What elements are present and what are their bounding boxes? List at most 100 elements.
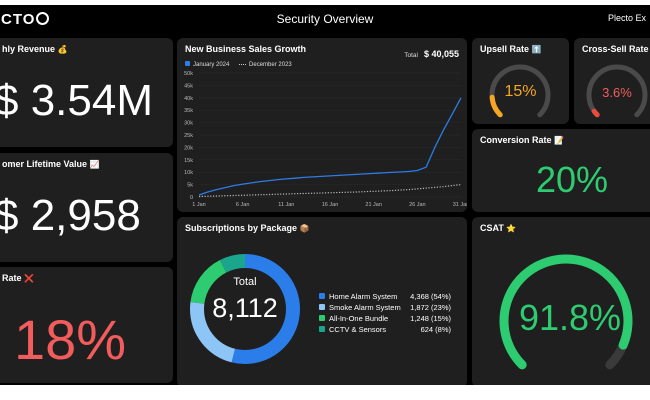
legend-name: All-In-One Bundle xyxy=(329,314,389,323)
monthly-revenue-title: hly Revenue 💰 xyxy=(2,44,68,54)
crosssell-card[interactable]: Cross-Sell Rate ➡️ 3.6% xyxy=(574,38,650,124)
conversion-card[interactable]: Conversion Rate 📝 20% xyxy=(472,129,650,212)
legend-swatch-cctv xyxy=(319,326,325,332)
gauge-fill xyxy=(499,254,633,370)
account-name[interactable]: Plecto Ex xyxy=(607,13,646,23)
x-tick-label: 26 Jan xyxy=(409,202,426,208)
gauge-fill xyxy=(489,94,503,118)
csat-card[interactable]: CSAT ⭐ 91.8% xyxy=(472,217,650,385)
cross-mark-icon: ❌ xyxy=(24,274,34,283)
y-tick-label: 20k xyxy=(184,145,193,151)
legend-current-label: January 2024 xyxy=(193,62,230,68)
chart-legend: January 2024 December 2023 xyxy=(185,61,292,68)
y-tick-label: 30k xyxy=(184,121,193,127)
subscriptions-title: Subscriptions by Package 📦 xyxy=(185,223,310,233)
series-line-january-2024 xyxy=(198,97,462,196)
monthly-revenue-card[interactable]: hly Revenue 💰 $ 3.54M xyxy=(0,38,173,147)
legend-value: 1,248 (15%) xyxy=(410,314,451,323)
total-value: $ 40,055 xyxy=(423,49,459,59)
y-tick-label: 25k xyxy=(184,133,193,139)
legend-current-swatch xyxy=(185,61,190,66)
csat-title: CSAT ⭐ xyxy=(480,223,516,233)
upsell-card[interactable]: Upsell Rate ⬆️ 15% xyxy=(472,38,569,124)
upsell-gauge xyxy=(489,64,551,118)
upsell-title-text: Upsell Rate xyxy=(480,44,530,54)
x-tick-label: 6 Jan xyxy=(236,202,249,208)
conversion-title: Conversion Rate 📝 xyxy=(480,135,564,145)
sales-growth-chart[interactable]: 0 5k 10k 15k 20k 25k 30k 35k 40k 45k 50k 1 Jan 6 Jan… xyxy=(177,38,467,212)
gauge-fill xyxy=(591,108,600,118)
subscriptions-card[interactable]: Subscriptions by Package 📦 Total 8,112 H… xyxy=(177,217,467,385)
y-tick-label: 0 xyxy=(190,195,193,201)
y-tick-label: 10k xyxy=(184,170,193,176)
series-line-december-2023 xyxy=(198,184,462,198)
legend-previous-label: December 2023 xyxy=(249,62,292,68)
donut-slice xyxy=(190,254,300,364)
monthly-revenue-value: $ 3.54M xyxy=(0,76,153,125)
package-icon: 📦 xyxy=(299,224,310,233)
legend-swatch-smoke-alarm xyxy=(319,304,325,310)
csat-value: 91.8% xyxy=(518,297,622,338)
lifetime-value-card[interactable]: omer Lifetime Value 📈 $ 2,958 xyxy=(0,153,173,262)
subscriptions-title-text: Subscriptions by Package xyxy=(185,223,298,233)
logo-ring-icon xyxy=(36,12,50,25)
x-tick-label: 21 Jan xyxy=(365,202,382,208)
churn-rate-title-text: Rate xyxy=(2,273,22,283)
monthly-revenue-title-text: hly Revenue xyxy=(2,44,56,54)
y-tick-label: 45k xyxy=(184,83,193,89)
csat-gauge xyxy=(499,254,633,370)
memo-icon: 📝 xyxy=(554,136,565,145)
x-tick-label: 11 Jan xyxy=(278,202,294,208)
legend-value: 624 (8%) xyxy=(420,325,451,334)
legend-name: Home Alarm System xyxy=(329,292,398,301)
conversion-value: 20% xyxy=(535,159,609,200)
top-bar: ECTO Security Overview Plecto Ex xyxy=(0,5,650,33)
chart-up-icon: 📈 xyxy=(89,160,100,169)
page-title: Security Overview xyxy=(276,12,374,26)
upsell-title: Upsell Rate ⬆️ xyxy=(480,44,542,54)
donut-center-label: Total xyxy=(233,276,257,288)
money-bag-icon: 💰 xyxy=(57,45,68,54)
churn-rate-title: Rate ❌ xyxy=(2,273,34,283)
y-tick-label: 50k xyxy=(184,71,193,77)
logo-text: ECTO xyxy=(0,11,36,28)
x-tick-label: 1 Jan xyxy=(192,202,205,208)
churn-rate-card[interactable]: Rate ❌ 18% xyxy=(0,267,173,383)
y-tick-label: 35k xyxy=(184,108,193,114)
legend-swatch-bundle xyxy=(319,315,325,321)
x-tick-label: 31 Jan xyxy=(453,202,467,208)
lifetime-value-title: omer Lifetime Value 📈 xyxy=(2,159,100,169)
crosssell-title-text: Cross-Sell Rate xyxy=(582,44,649,54)
donut-slice xyxy=(190,254,300,364)
x-tick-label: 16 Jan xyxy=(322,202,339,208)
dashboard-frame: ECTO Security Overview Plecto Ex hly Rev… xyxy=(0,5,650,385)
csat-title-text: CSAT xyxy=(480,223,504,233)
y-tick-label: 5k xyxy=(187,183,193,189)
legend-name: Smoke Alarm System xyxy=(329,303,401,312)
subscriptions-donut[interactable] xyxy=(185,249,305,369)
y-tick-label: 40k xyxy=(184,96,193,102)
y-tick-label: 15k xyxy=(184,158,193,164)
crosssell-gauge xyxy=(586,64,648,118)
sales-growth-total: Total $ 40,055 xyxy=(404,44,459,62)
legend-swatch-home-alarm xyxy=(319,293,325,299)
sales-growth-card[interactable]: New Business Sales Growth Total $ 40,055 … xyxy=(177,38,467,212)
sales-growth-title: New Business Sales Growth xyxy=(185,44,307,54)
up-arrow-icon: ⬆️ xyxy=(531,45,542,54)
lifetime-value-title-text: omer Lifetime Value xyxy=(2,159,88,169)
crosssell-value: 3.6% xyxy=(602,85,632,100)
star-icon: ⭐ xyxy=(506,224,517,233)
churn-rate-value: 18% xyxy=(14,308,127,371)
donut-center-value: 8,112 xyxy=(212,293,278,323)
lifetime-value-value: $ 2,958 xyxy=(0,191,141,240)
legend-value: 1,872 (23%) xyxy=(410,303,451,312)
upsell-value: 15% xyxy=(504,83,537,100)
legend-value: 4,368 (54%) xyxy=(410,292,451,301)
crosssell-title: Cross-Sell Rate ➡️ xyxy=(582,44,650,54)
plecto-logo[interactable]: ECTO xyxy=(0,11,50,28)
gauge-track xyxy=(586,64,648,118)
total-label: Total xyxy=(404,52,418,59)
legend-previous-swatch xyxy=(239,63,247,65)
conversion-title-text: Conversion Rate xyxy=(480,135,552,145)
legend-name: CCTV & Sensors xyxy=(329,325,387,334)
